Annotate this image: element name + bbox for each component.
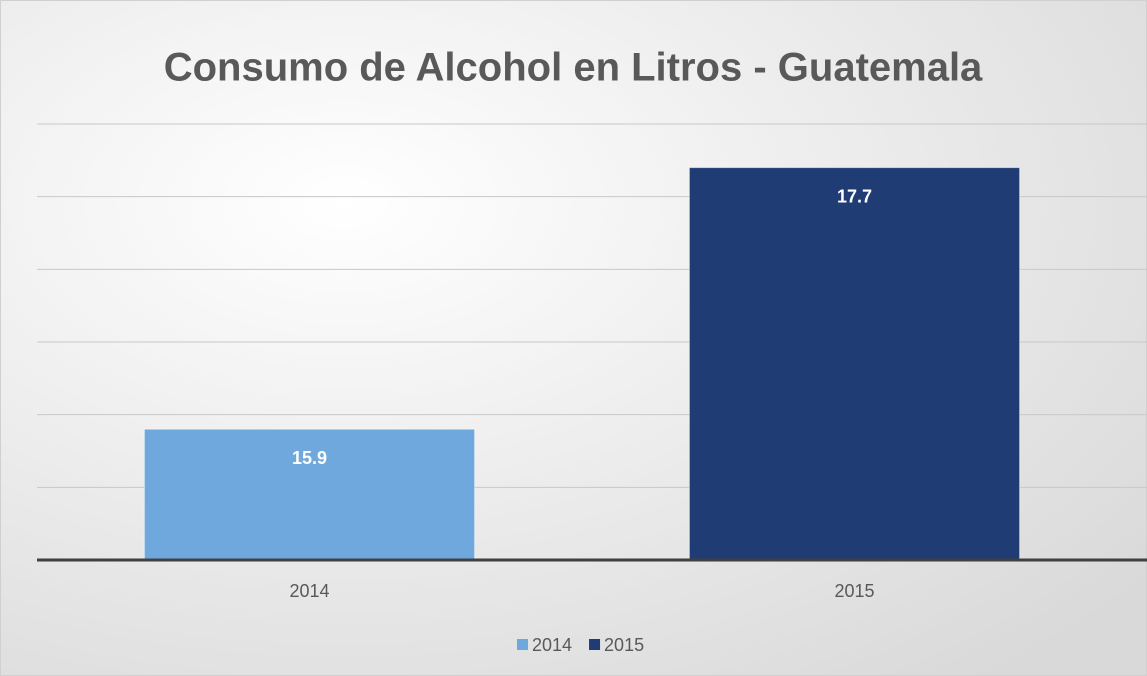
bar (688, 167, 1021, 561)
x-tick-label: 2014 (289, 581, 329, 601)
legend-label: 2014 (532, 635, 572, 655)
legend-swatch (589, 639, 601, 650)
bar (143, 428, 476, 561)
legend-label: 2015 (604, 635, 644, 655)
legend-swatch (517, 639, 528, 650)
data-label: 15.9 (292, 448, 327, 468)
data-label: 17.7 (837, 186, 872, 206)
chart-title: Consumo de Alcohol en Litros - Guatemala (164, 46, 983, 90)
x-tick-label: 2015 (834, 581, 874, 601)
